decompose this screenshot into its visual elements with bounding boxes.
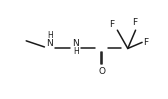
Text: O: O bbox=[98, 67, 105, 76]
Text: F: F bbox=[132, 18, 137, 27]
Text: N: N bbox=[72, 39, 79, 48]
Text: H: H bbox=[47, 31, 53, 40]
Text: F: F bbox=[110, 20, 115, 29]
Text: H: H bbox=[73, 47, 79, 56]
Text: F: F bbox=[143, 38, 149, 47]
Text: N: N bbox=[46, 39, 53, 48]
